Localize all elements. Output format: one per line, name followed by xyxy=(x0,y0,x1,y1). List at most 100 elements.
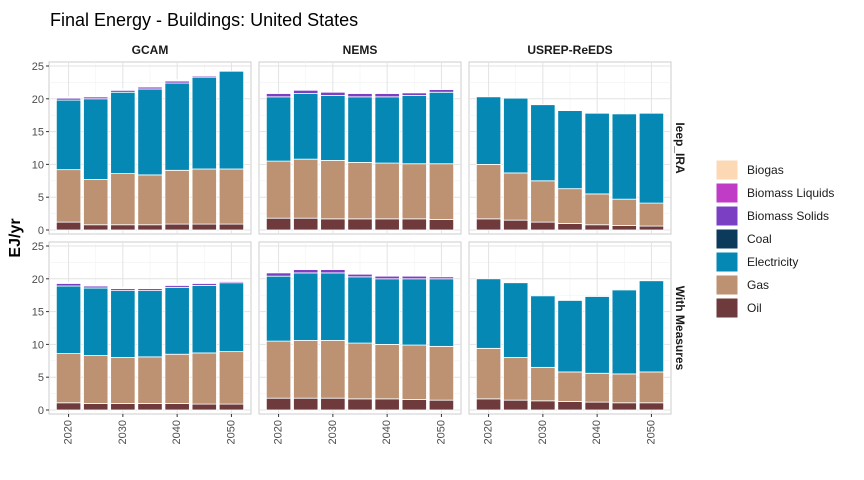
bar-segment-biogas xyxy=(164,79,190,81)
bar-segment-electricity xyxy=(320,95,346,161)
bar-segment-electricity xyxy=(164,82,190,171)
bar-segment-oil xyxy=(374,218,400,231)
y-tick-label: 15 xyxy=(32,307,44,319)
bar-segment-biomass-solids xyxy=(320,91,346,96)
bar-segment-gas xyxy=(401,344,427,400)
bar-segment-gas xyxy=(55,353,82,404)
bar-segment-biogas xyxy=(83,95,109,97)
bar-segment-oil xyxy=(191,403,217,411)
bar-segment-gas xyxy=(55,169,82,223)
bar-segment-gas xyxy=(584,372,610,403)
panel-nems-0 xyxy=(258,61,462,235)
x-tick-label: 2020 xyxy=(273,420,285,444)
bar-segment-oil xyxy=(347,398,373,411)
bar-segment-oil xyxy=(475,398,502,411)
panel-nems-1: 2020 2030 2040 2050 xyxy=(258,241,462,444)
bar-segment-gas xyxy=(584,193,610,226)
bar-segment-oil xyxy=(320,218,346,231)
bar-segment-biomass-solids xyxy=(265,272,292,277)
bar-segment-electricity xyxy=(530,104,556,182)
bar-segment-gas xyxy=(218,168,245,225)
bar-segment-biomass-solids xyxy=(293,89,319,94)
bar-segment-oil xyxy=(611,225,637,231)
legend-label: Oil xyxy=(747,301,762,315)
bar-segment-biogas xyxy=(110,286,136,289)
bar-segment-electricity xyxy=(164,286,190,355)
panel-usrep-reeds-0 xyxy=(468,61,672,235)
bar-segment-biomass-solids xyxy=(265,93,292,98)
bar-segment-oil xyxy=(293,217,319,231)
bar-segment-gas xyxy=(218,351,245,405)
bar-segment-electricity xyxy=(475,278,502,349)
y-axis-label: EJ/yr xyxy=(7,218,24,257)
legend-label: Coal xyxy=(747,232,772,246)
bar-segment-gas xyxy=(638,371,665,404)
bar-segment-oil xyxy=(265,217,292,231)
bar-segment-oil xyxy=(83,224,109,231)
y-tick-label: 5 xyxy=(38,192,44,204)
bar-segment-electricity xyxy=(218,70,245,170)
bar-segment-electricity xyxy=(110,91,136,174)
bar-segment-electricity xyxy=(530,295,556,368)
y-tick-label: 25 xyxy=(32,241,44,253)
bar-segment-oil xyxy=(557,223,583,231)
bar-segment-oil xyxy=(503,399,529,411)
bar-segment-biomass-solids xyxy=(374,93,400,98)
bar-segment-gas xyxy=(401,163,427,220)
y-tick-label: 15 xyxy=(32,127,44,139)
bar-segment-biogas xyxy=(191,74,217,76)
x-tick-label: 2030 xyxy=(117,420,129,444)
x-tick-label: 2050 xyxy=(225,420,237,444)
bar-segment-electricity xyxy=(374,96,400,164)
bar-segment-oil xyxy=(374,398,400,411)
bar-segment-electricity xyxy=(638,280,665,373)
bar-segment-oil xyxy=(83,403,109,411)
bar-segment-gas xyxy=(503,357,529,401)
bar-segment-electricity xyxy=(265,96,292,162)
bar-segment-oil xyxy=(475,218,502,231)
bar-segment-biogas xyxy=(55,281,82,284)
bar-segment-biogas xyxy=(164,283,190,286)
legend-swatch-electricity xyxy=(715,251,739,273)
bar-segment-gas xyxy=(83,179,109,226)
bar-segment-biomass-solids xyxy=(428,89,455,93)
x-tick-label: 2050 xyxy=(435,420,447,444)
bar-segment-electricity xyxy=(83,287,109,356)
bar-segment-biogas xyxy=(218,279,245,282)
bar-segment-biogas xyxy=(137,286,163,289)
bar-segment-biomass-solids xyxy=(347,273,373,278)
bar-segment-gas xyxy=(191,168,217,225)
bar-segment-gas xyxy=(347,162,373,220)
legend-swatch-biomass-solids xyxy=(715,205,739,227)
bar-segment-gas xyxy=(110,173,136,226)
bar-segment-electricity xyxy=(557,110,583,190)
legend: Biogas Biomass Liquids Biomass Solids Coal E… xyxy=(715,159,834,319)
panels-layer: GCAM NEMS USREP-ReEDS Ieep_IRA With Measures… xyxy=(32,43,687,444)
legend-swatch-biomass-liquids xyxy=(715,182,739,204)
bar-segment-gas xyxy=(557,188,583,224)
bar-segment-oil xyxy=(428,219,455,231)
x-tick-label: 2020 xyxy=(63,420,75,444)
y-tick-label: 5 xyxy=(38,372,44,384)
legend-swatch-coal xyxy=(715,228,739,250)
bar-segment-oil xyxy=(164,223,190,231)
facet-strip-row-0: Ieep_IRA xyxy=(673,122,687,174)
bar-segment-biogas xyxy=(110,88,136,91)
bar-segment-oil xyxy=(584,224,610,231)
bar-segment-gas xyxy=(137,356,163,404)
bar-segment-gas xyxy=(320,340,346,399)
x-tick-label: 2040 xyxy=(591,420,603,444)
bar-segment-electricity xyxy=(293,272,319,341)
bar-segment-gas xyxy=(320,160,346,220)
facet-strip-gcam: GCAM xyxy=(132,43,169,57)
legend-label: Biomass Solids xyxy=(747,209,829,223)
x-tick-label: 2050 xyxy=(645,420,657,444)
x-tick-label: 2020 xyxy=(483,420,495,444)
bar-segment-gas xyxy=(191,352,217,405)
legend-label: Electricity xyxy=(747,255,798,269)
bar-segment-biomass-solids xyxy=(293,269,319,274)
facet-strip-usrep-reeds: USREP-ReEDS xyxy=(527,43,612,57)
bar-segment-biomass-solids xyxy=(401,275,427,280)
bar-segment-oil xyxy=(638,402,665,411)
bar-segment-oil xyxy=(530,400,556,411)
